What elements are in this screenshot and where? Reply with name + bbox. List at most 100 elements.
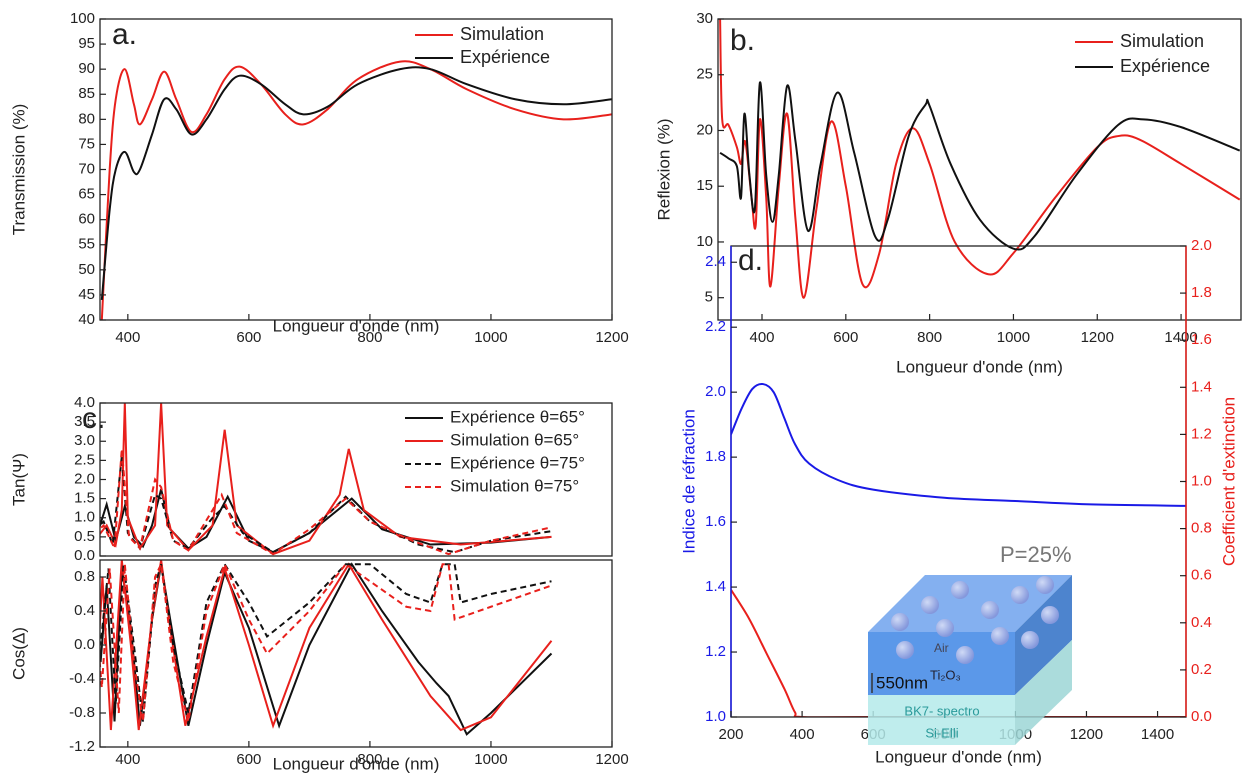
y-tick-label: 0.0 — [74, 547, 95, 564]
inset-label: Air — [934, 641, 949, 655]
y-tick-label: 0.5 — [74, 528, 95, 545]
y2-axis-label: Coefficient d'extinction — [1219, 397, 1238, 566]
y-tick-label: 0.0 — [74, 636, 95, 653]
y-tick-label: 1.6 — [705, 513, 726, 530]
data-line — [731, 382, 1186, 507]
inset-label: Ti₂O₃ — [930, 667, 961, 682]
layer-front — [868, 632, 1015, 695]
plot-frame — [717, 18, 1242, 321]
y2-tick-label: 0.4 — [1191, 614, 1212, 631]
x-tick-label: 1000 — [474, 329, 507, 346]
y-tick-label: 80 — [78, 110, 95, 127]
y2-tick-label: 1.4 — [1191, 378, 1212, 395]
y2-tick-label: 2.0 — [1191, 237, 1212, 254]
y-tick-label: 5 — [705, 289, 713, 306]
y-tick-label: 1.4 — [705, 578, 726, 595]
x-tick-label: 800 — [917, 329, 942, 346]
y-tick-label: 2.4 — [705, 253, 726, 270]
y-axis-label: Cos(Δ) — [9, 627, 28, 680]
x-tick-label: 600 — [236, 329, 261, 346]
legend-label: Simulation — [460, 24, 544, 44]
x-axis-label: Longueur d'onde (nm) — [896, 357, 1063, 376]
substrate-side — [1015, 640, 1072, 745]
x-tick-label: 600 — [833, 329, 858, 346]
y-tick-label: 2.0 — [74, 470, 95, 487]
plot-frame — [99, 559, 613, 748]
panel-label: b. — [730, 24, 755, 57]
inset-label: BK7- spectro — [904, 703, 979, 718]
y-tick-label: 95 — [78, 35, 95, 52]
legend-label: Expérience θ=75° — [450, 453, 585, 472]
y-tick-label: 50 — [78, 261, 95, 278]
layer-side — [1015, 575, 1072, 695]
x-tick-label: 800 — [357, 329, 382, 346]
y-tick-label: 1.8 — [705, 448, 726, 465]
y2-tick-label: 0.0 — [1191, 708, 1212, 725]
data-line — [100, 562, 553, 736]
x-tick-label: 400 — [115, 751, 140, 768]
y-tick-label: 85 — [78, 85, 95, 102]
y-tick-label: 10 — [696, 233, 713, 250]
chart-panel: 400 600 800 1000 1200 -1.2 -0.8 -0.4 0.0 0.4 0.8 Lo… — [9, 559, 629, 773]
y-tick-label: 65 — [78, 186, 95, 203]
y-tick-label: 25 — [696, 66, 713, 83]
y-tick-label: 60 — [78, 211, 95, 228]
y-tick-label: 75 — [78, 135, 95, 152]
substrate-front — [868, 695, 1015, 745]
x-axis-label: Longueur d'onde (nm) — [875, 747, 1042, 766]
y-axis-label: Transmission (%) — [9, 104, 28, 236]
y-axis-label: Indice de réfraction — [679, 409, 698, 554]
y-tick-label: 70 — [78, 160, 95, 177]
y2-tick-label: 1.6 — [1191, 331, 1212, 348]
chart-panel: 400 600 800 1000 1200 40 45 50 55 60 65 70 75 80 85 90 9… — [9, 10, 628, 346]
legend-label: Expérience — [460, 47, 550, 67]
legend-label: Expérience θ=65° — [450, 407, 585, 426]
y-tick-label: 30 — [696, 10, 713, 27]
legend-label: Simulation — [1120, 31, 1204, 51]
inset-label: Si-Elli — [925, 725, 958, 740]
data-line — [100, 60, 612, 320]
x-tick-label: 400 — [790, 726, 815, 743]
legend-label: Simulation θ=75° — [450, 476, 579, 495]
inset-label: 550nm — [876, 673, 928, 692]
data-line — [731, 589, 1186, 717]
inset-diagram — [868, 575, 1072, 745]
x-tick-label: 1400 — [1141, 726, 1174, 743]
annotation: P=25% — [1000, 542, 1072, 567]
data-line — [100, 560, 553, 732]
x-tick-label: 400 — [749, 329, 774, 346]
y2-tick-label: 0.6 — [1191, 567, 1212, 584]
legend-label: Simulation θ=65° — [450, 430, 579, 449]
data-line — [100, 562, 552, 722]
x-tick-label: 200 — [718, 726, 743, 743]
y-tick-label: 1.2 — [705, 643, 726, 660]
y-tick-label: 0.4 — [74, 602, 95, 619]
y-tick-label: 55 — [78, 236, 95, 253]
y-tick-label: 1.0 — [705, 708, 726, 725]
x-axis-label: Longueur d'onde (nm) — [273, 754, 440, 773]
y2-tick-label: 1.0 — [1191, 472, 1212, 489]
y-tick-label: -0.4 — [69, 670, 95, 687]
y-tick-label: 2.2 — [705, 318, 726, 335]
x-tick-label: 1200 — [595, 751, 628, 768]
legend-label: Expérience — [1120, 56, 1210, 76]
y-tick-label: 3.0 — [74, 432, 95, 449]
chart-panel: 400 600 800 1000 1200 1400 5 10 15 20 25 30 Longueur… — [654, 10, 1242, 376]
x-tick-label: 1200 — [595, 329, 628, 346]
panel-label: d. — [738, 244, 763, 277]
x-tick-label: 400 — [115, 329, 140, 346]
y-tick-label: 3.5 — [74, 413, 95, 430]
y2-tick-label: 1.2 — [1191, 425, 1212, 442]
data-line — [100, 560, 552, 722]
y-tick-label: 15 — [696, 177, 713, 194]
y-tick-label: 4.0 — [74, 394, 95, 411]
x-tick-label: 600 — [236, 751, 261, 768]
x-axis-label: Longueur d'onde (nm) — [273, 316, 440, 335]
y-axis-label: Reflexion (%) — [654, 118, 673, 220]
y-tick-label: 45 — [78, 286, 95, 303]
panel-label: a. — [112, 18, 137, 51]
y-tick-label: 1.0 — [74, 509, 95, 526]
x-tick-label: 1200 — [1070, 726, 1103, 743]
x-tick-label: 800 — [357, 751, 382, 768]
